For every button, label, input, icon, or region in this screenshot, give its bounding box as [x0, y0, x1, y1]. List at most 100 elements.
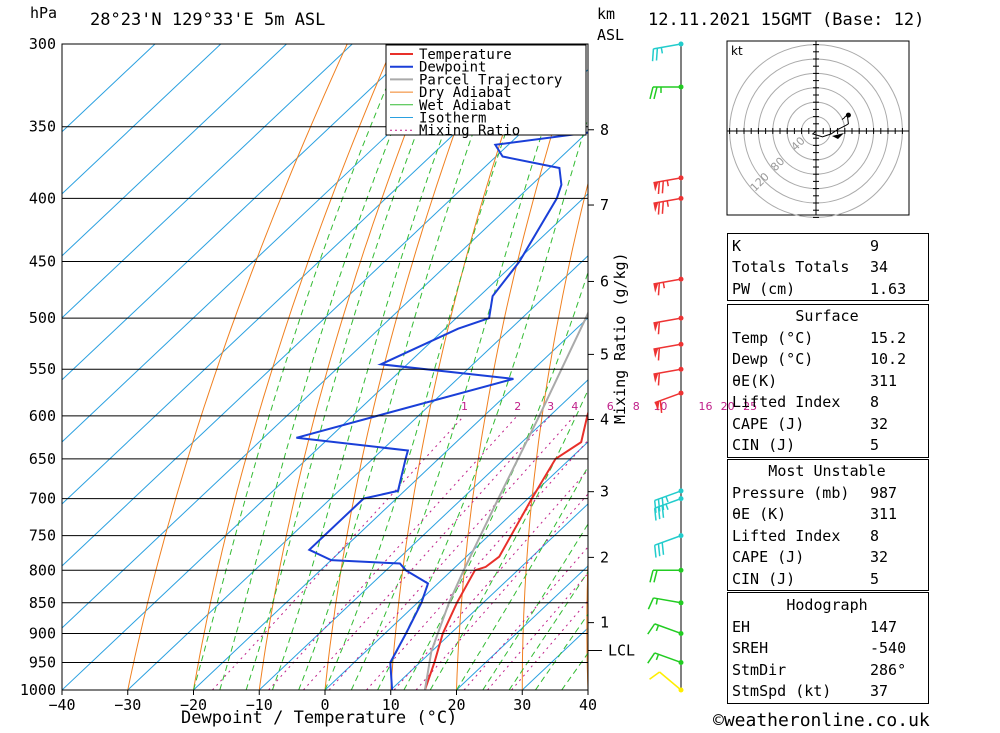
km-tick-label: 4 — [600, 410, 609, 428]
wet-adiabat-line — [324, 44, 537, 690]
wet-adiabat-line — [193, 44, 406, 690]
wet-adiabat-line — [508, 570, 588, 690]
table-row: Lifted Index 8 — [732, 526, 880, 545]
km-tick-label: 8 — [600, 121, 609, 139]
table-row: Temp (°C) 15.2 — [732, 328, 907, 347]
table-row: CAPE (J) 32 — [732, 548, 889, 567]
km-tick-label: 1 — [600, 614, 609, 632]
mixing-ratio-axis-label: Mixing Ratio (g/kg) — [611, 252, 629, 424]
wet-adiabat-line — [403, 270, 588, 690]
most-unstable-box — [727, 459, 929, 591]
x-tick-label: 30 — [513, 696, 531, 714]
y-tick-label: 550 — [29, 360, 56, 378]
table-row: StmDir 286° — [732, 660, 907, 679]
mixing-ratio-label: 25 — [743, 400, 757, 413]
mixing-ratio-label: 8 — [633, 400, 640, 413]
indices-box — [727, 233, 929, 301]
isotherm-line — [62, 44, 287, 257]
legend-entry: Parcel Trajectory — [419, 72, 562, 88]
mixing-ratio-label: 16 — [699, 400, 713, 413]
legend-entry: Dry Adiabat — [419, 85, 512, 101]
legend-entry: Isotherm — [419, 111, 486, 127]
wind-barb — [649, 569, 681, 583]
table-row: EH 147 — [732, 617, 898, 636]
mixing-ratio-line — [212, 415, 465, 690]
mixing-ratio-line — [366, 439, 588, 690]
hodograph-trace — [811, 114, 849, 138]
dewpoint-line — [296, 131, 588, 690]
y-tick-label: 500 — [29, 309, 56, 327]
x-tick-label: −40 — [48, 696, 75, 714]
y-tick-label: 950 — [29, 653, 56, 671]
wet-adiabat-line — [245, 44, 452, 690]
x-tick-label: −20 — [180, 696, 207, 714]
mixing-ratio-line — [303, 415, 551, 690]
mixing-ratio-label: 4 — [571, 400, 578, 413]
x-tick-label: 0 — [320, 696, 329, 714]
table-row: Lifted Index 8 — [732, 393, 880, 412]
lcl-label: LCL — [608, 641, 635, 659]
wind-barb — [653, 177, 682, 195]
wet-adiabat-line — [350, 44, 572, 690]
mixing-ratio-line — [268, 415, 518, 690]
wind-barb — [649, 86, 681, 100]
isotherm-line — [127, 255, 588, 690]
x-tick-label: 20 — [447, 696, 465, 714]
y-tick-label: 400 — [29, 189, 56, 207]
parcel-trajectory-line — [423, 310, 588, 690]
wind-barb — [654, 392, 682, 413]
wind-barb — [653, 197, 682, 215]
mixing-ratio-line — [415, 493, 588, 690]
mixing-ratio-line — [511, 599, 588, 690]
wet-adiabat-line — [219, 44, 428, 690]
isotherm-line — [390, 503, 588, 690]
wind-barb-column — [647, 41, 684, 693]
y-tick-label: 650 — [29, 450, 56, 468]
legend-entry: Mixing Ratio — [419, 123, 520, 139]
isotherm-line — [62, 131, 588, 629]
isotherm-line — [62, 44, 156, 133]
wind-barb — [653, 368, 682, 386]
isotherm-line — [258, 379, 588, 690]
isotherm-line — [456, 565, 588, 690]
dry-adiabat-line — [586, 549, 588, 690]
table-row: SREH -540 — [732, 639, 907, 658]
wind-barb — [651, 43, 682, 62]
asl-label: ASL — [597, 26, 625, 44]
x-axis-label: Dewpoint / Temperature (°C) — [181, 708, 458, 728]
table-row: θE(K) 311 — [732, 371, 898, 390]
y-tick-label: 350 — [29, 118, 56, 136]
most-unstable-table: Pressure (mb) 987 θE (K) 311 Lifted Index 8… — [728, 482, 926, 590]
isotherm-line — [62, 44, 550, 505]
hodograph-table-title: Hodograph — [786, 596, 868, 614]
y-tick-label: 900 — [29, 624, 56, 642]
storm-motion-marker — [832, 133, 844, 139]
mixing-ratio-line — [487, 572, 588, 690]
isotherm-line — [62, 44, 353, 319]
y-tick-label: 450 — [29, 253, 56, 271]
hodograph-table: EH 147 SREH -540 StmDir 286° StmSpd (kt) 37 — [728, 616, 926, 702]
y-tick-label: 750 — [29, 527, 56, 545]
mixing-ratio-label: 1 — [461, 400, 468, 413]
pressure-unit-label: hPa — [30, 4, 58, 22]
y-tick-label: 850 — [29, 594, 56, 612]
wind-barb — [653, 317, 682, 335]
table-row: CAPE (J) 32 — [732, 414, 889, 433]
wind-barb — [649, 671, 682, 691]
table-row: Dewp (°C) 10.2 — [732, 350, 907, 369]
wind-barb — [653, 343, 682, 361]
km-tick-label: 5 — [600, 345, 609, 363]
km-label: km — [597, 5, 616, 23]
isotherm-line — [62, 44, 222, 195]
wet-adiabat-line — [534, 613, 588, 690]
wind-barb — [653, 278, 682, 296]
table-row: CIN (J) 5 — [732, 436, 880, 455]
wind-barb — [647, 597, 682, 610]
y-tick-label: 1000 — [20, 681, 56, 699]
dry-adiabat-line — [989, 44, 1000, 690]
